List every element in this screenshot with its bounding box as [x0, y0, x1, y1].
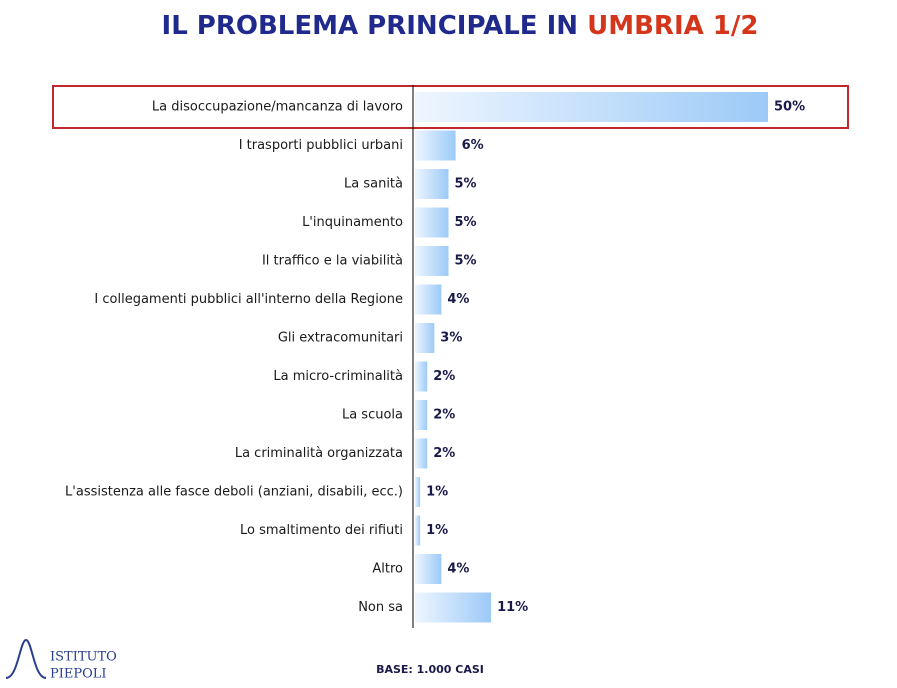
bar	[415, 323, 435, 353]
bar	[415, 284, 442, 315]
category-label: Lo smaltimento dei rifiuti	[240, 523, 403, 538]
bar	[415, 130, 456, 161]
value-label: 6%	[462, 138, 484, 153]
category-label: La micro-criminalità	[273, 369, 403, 384]
value-label: 4%	[447, 292, 469, 307]
value-label: 2%	[433, 408, 455, 423]
category-label: La criminalità organizzata	[235, 446, 403, 461]
value-label: 5%	[455, 254, 477, 269]
category-label: La disoccupazione/mancanza di lavoro	[152, 100, 403, 115]
bar	[415, 438, 428, 469]
base-note: BASE: 1.000 CASI	[376, 663, 484, 676]
title-highlight: UMBRIA 1/2	[587, 11, 758, 41]
category-label: I collegamenti pubblici all'interno dell…	[94, 292, 403, 307]
logo: ISTITUTO PIEPOLI	[5, 638, 117, 682]
value-label: 3%	[440, 331, 462, 346]
category-label: L'assistenza alle fasce deboli (anziani,…	[65, 485, 403, 500]
value-label: 1%	[426, 485, 448, 500]
value-label: 2%	[433, 446, 455, 461]
bar	[415, 554, 442, 584]
bar	[415, 169, 449, 199]
bar	[415, 515, 421, 546]
chart-title: IL PROBLEMA PRINCIPALE IN UMBRIA 1/2	[162, 11, 759, 41]
bar	[415, 361, 428, 392]
category-label: La sanità	[344, 177, 403, 192]
logo-text: PIEPOLI	[50, 667, 107, 682]
category-label: Altro	[372, 562, 403, 577]
logo-icon	[5, 638, 47, 679]
bar	[415, 207, 449, 238]
value-label: 50%	[774, 100, 805, 115]
bar	[415, 400, 428, 430]
value-label: 2%	[433, 369, 455, 384]
bar	[415, 246, 449, 276]
value-label: 4%	[447, 562, 469, 577]
value-label: 5%	[455, 177, 477, 192]
logo-text: ISTITUTO	[50, 650, 117, 665]
value-label: 1%	[426, 523, 448, 538]
category-label: Non sa	[358, 600, 403, 615]
bar	[415, 92, 768, 122]
value-label: 5%	[455, 215, 477, 230]
bar	[415, 477, 421, 507]
category-label: La scuola	[342, 408, 403, 423]
value-label: 11%	[497, 600, 528, 615]
bar	[415, 592, 492, 623]
category-label: L'inquinamento	[302, 215, 403, 230]
category-label: I trasporti pubblici urbani	[239, 138, 403, 153]
highlight-box	[52, 85, 849, 129]
category-label: Gli extracomunitari	[278, 331, 403, 346]
title-main: IL PROBLEMA PRINCIPALE IN	[162, 11, 579, 41]
category-label: Il traffico e la viabilità	[262, 254, 403, 269]
